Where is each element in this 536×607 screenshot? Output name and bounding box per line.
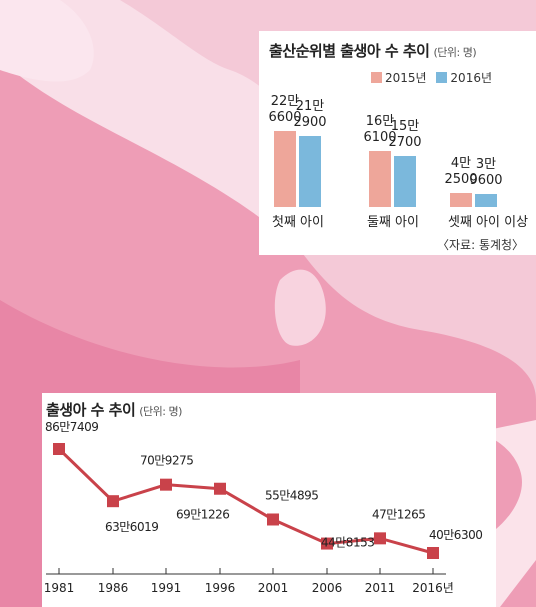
data-value-label: 40만6300 bbox=[429, 528, 482, 542]
x-tick-label: 1996 bbox=[205, 581, 236, 595]
x-tick-label: 1991 bbox=[151, 581, 182, 595]
data-value-label: 86만7409 bbox=[45, 420, 98, 434]
data-point-marker bbox=[214, 482, 226, 495]
data-value-label: 69만1226 bbox=[176, 508, 229, 522]
category-label: 둘째 아이 bbox=[367, 215, 419, 230]
bar-2016-0 bbox=[299, 135, 321, 207]
bar-2016-2 bbox=[475, 193, 497, 207]
source-note: 〈자료: 통계청〉 bbox=[437, 238, 525, 252]
bar-value-label: 3만 9600 bbox=[469, 156, 503, 188]
x-tick-label: 2011 bbox=[365, 581, 396, 595]
category-label: 셋째 아이 이상 bbox=[448, 215, 529, 230]
birth-order-chart-panel: 출산순위별 출생아 수 추이 (단위: 명) 2015년 2016년 22만 660… bbox=[259, 31, 536, 255]
bar-2015-1 bbox=[369, 151, 391, 207]
data-value-label: 55만4895 bbox=[265, 488, 318, 502]
data-point-marker bbox=[160, 478, 172, 491]
category-label: 첫째 아이 bbox=[272, 215, 324, 230]
bar-value-label: 15만 2700 bbox=[388, 118, 422, 150]
x-tick-label: 1981 bbox=[44, 581, 75, 595]
data-value-label: 63만6019 bbox=[105, 520, 158, 534]
bar-2015-2 bbox=[450, 192, 472, 207]
legend-2015: 2015년 bbox=[371, 71, 427, 85]
data-value-label: 70만9275 bbox=[140, 454, 193, 468]
x-tick-label: 1986 bbox=[98, 581, 129, 595]
trend-line bbox=[57, 447, 434, 555]
bar-2015-0 bbox=[274, 131, 296, 207]
births-trend-chart-title: 출생아 수 추이 (단위: 명) bbox=[46, 401, 182, 419]
bar-value-label: 16만 6100 bbox=[363, 114, 397, 146]
birth-order-chart-title: 출산순위별 출생아 수 추이 (단위: 명) bbox=[269, 42, 477, 60]
bar-value-label: 22만 6600 bbox=[268, 94, 302, 125]
bar-value-label: 21만 2900 bbox=[293, 98, 327, 130]
data-value-label: 44만8153 bbox=[321, 536, 374, 550]
data-point-marker bbox=[374, 532, 386, 545]
legend-swatch-2016 bbox=[436, 72, 448, 83]
legend-2016: 2016년 bbox=[436, 71, 492, 85]
data-point-marker bbox=[107, 495, 119, 508]
x-tick-label: 2016년 bbox=[412, 581, 454, 595]
legend-swatch-2015 bbox=[371, 72, 382, 83]
data-point-marker bbox=[427, 547, 439, 559]
x-tick-label: 2006 bbox=[312, 581, 343, 595]
data-point-marker bbox=[53, 443, 65, 455]
line-chart: 1981 86만7409 1986 63만6019 1991 70만9275 1996 69만… bbox=[44, 420, 483, 595]
bar-legend: 2015년 2016년 bbox=[371, 69, 498, 86]
data-point-marker bbox=[267, 513, 279, 526]
bar-value-label: 4만 2500 bbox=[444, 155, 478, 187]
x-tick-label: 2001 bbox=[258, 581, 289, 595]
bar-2016-1 bbox=[394, 155, 416, 207]
data-value-label: 47만1265 bbox=[372, 507, 425, 521]
births-trend-chart-panel: 출생아 수 추이 (단위: 명) 1981 86만7409 1986 63만6019 19… bbox=[42, 393, 496, 607]
data-point-marker bbox=[321, 537, 333, 550]
